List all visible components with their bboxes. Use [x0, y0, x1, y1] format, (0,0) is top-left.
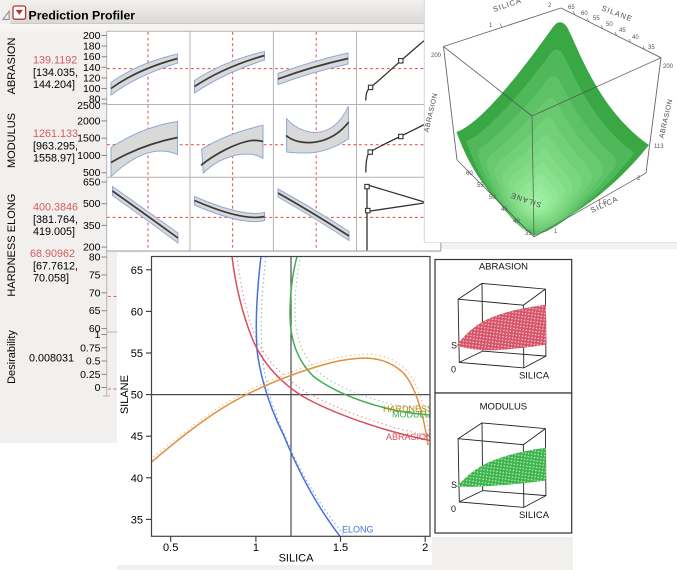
svg-text:MODULUS: MODULUS: [392, 410, 437, 420]
svg-text:0.75: 0.75: [80, 342, 101, 354]
svg-text:50: 50: [606, 22, 613, 28]
svg-text:Desirability: Desirability: [6, 330, 18, 384]
svg-text:0: 0: [451, 504, 456, 514]
svg-text:200: 200: [83, 30, 101, 42]
svg-text:140: 140: [83, 62, 101, 74]
svg-text:68.90962: 68.90962: [30, 248, 75, 260]
svg-text:1.5: 1.5: [598, 200, 607, 206]
svg-text:500: 500: [83, 198, 101, 210]
svg-text:50: 50: [489, 195, 496, 201]
svg-text:1261.133: 1261.133: [33, 128, 78, 140]
svg-text:70: 70: [89, 287, 101, 299]
svg-text:2000: 2000: [77, 115, 101, 127]
svg-text:Prediction Profiler: Prediction Profiler: [29, 8, 136, 22]
svg-text:2500: 2500: [77, 100, 101, 112]
svg-text:80: 80: [89, 94, 101, 106]
svg-text:1: 1: [253, 542, 259, 554]
svg-text:75: 75: [89, 269, 101, 281]
svg-text:80: 80: [89, 252, 101, 264]
svg-text:SILICA: SILICA: [519, 510, 550, 521]
svg-text:HARDNESS: HARDNESS: [6, 235, 18, 296]
svg-text:55: 55: [593, 16, 600, 22]
svg-text:0: 0: [451, 365, 456, 375]
svg-text:MODULUS: MODULUS: [480, 402, 528, 413]
svg-text:40: 40: [131, 473, 143, 485]
svg-text:200: 200: [431, 53, 442, 59]
svg-text:500: 500: [83, 167, 101, 179]
svg-text:1558.97]: 1558.97]: [33, 153, 75, 165]
svg-text:160: 160: [83, 51, 101, 63]
svg-text:ABRASION: ABRASION: [479, 262, 528, 273]
svg-text:419.005]: 419.005]: [33, 226, 75, 238]
svg-text:144.204]: 144.204]: [33, 79, 75, 91]
svg-text:65: 65: [131, 265, 143, 277]
svg-text:ABRASION: ABRASION: [6, 38, 18, 95]
svg-text:55: 55: [477, 183, 484, 189]
svg-text:1000: 1000: [77, 150, 101, 162]
svg-text:113: 113: [654, 144, 664, 150]
svg-text:45: 45: [619, 28, 626, 34]
svg-text:65: 65: [89, 305, 101, 317]
svg-text:1500: 1500: [77, 133, 101, 145]
svg-text:1.5: 1.5: [333, 542, 348, 554]
svg-text:200: 200: [663, 64, 674, 70]
svg-text:60: 60: [131, 306, 143, 318]
svg-text:2: 2: [422, 542, 428, 554]
svg-text:60: 60: [581, 11, 588, 17]
svg-text:65: 65: [568, 5, 575, 11]
svg-text:650: 650: [83, 177, 101, 189]
svg-text:ABRASION: ABRASION: [386, 432, 433, 442]
svg-text:139.1192: 139.1192: [33, 55, 77, 67]
svg-text:[134.035,: [134.035,: [33, 67, 78, 79]
svg-text:45: 45: [131, 431, 143, 443]
svg-text:400.3846: 400.3846: [33, 202, 78, 214]
svg-text:0.008031: 0.008031: [29, 353, 74, 365]
svg-text:HARDNESS: HARDNESS: [383, 404, 433, 414]
svg-text:100: 100: [83, 83, 101, 95]
svg-text:60: 60: [466, 171, 473, 177]
svg-text:35: 35: [131, 514, 143, 526]
svg-text:1: 1: [554, 229, 558, 235]
svg-text:SILICA: SILICA: [279, 553, 315, 565]
svg-text:40: 40: [513, 219, 520, 225]
svg-text:45: 45: [501, 207, 508, 213]
svg-text:60: 60: [89, 323, 101, 335]
svg-text:S: S: [451, 480, 457, 490]
svg-text:35: 35: [648, 45, 655, 51]
svg-text:35: 35: [525, 231, 532, 237]
svg-text:50: 50: [131, 390, 143, 402]
svg-text:MODULUS: MODULUS: [6, 113, 18, 168]
svg-text:40: 40: [632, 35, 639, 41]
svg-text:70.058]: 70.058]: [33, 273, 69, 285]
svg-text:180: 180: [83, 41, 101, 53]
svg-text:0.5: 0.5: [163, 542, 178, 554]
svg-text:[381.764,: [381.764,: [33, 214, 78, 226]
svg-text:350: 350: [83, 220, 101, 232]
svg-text:2: 2: [548, 3, 552, 9]
svg-text:55: 55: [131, 348, 143, 360]
svg-text:ELONG: ELONG: [342, 525, 374, 535]
svg-text:1: 1: [489, 23, 493, 29]
svg-text:1: 1: [95, 329, 101, 341]
svg-text:[67.7612,: [67.7612,: [33, 261, 78, 273]
svg-text:[963.295,: [963.295,: [33, 141, 78, 153]
svg-text:0.25: 0.25: [80, 369, 101, 381]
svg-text:0: 0: [95, 382, 101, 394]
svg-text:2: 2: [637, 176, 641, 182]
svg-text:SILICA: SILICA: [519, 371, 550, 382]
svg-text:120: 120: [83, 72, 101, 84]
svg-text:ELONG: ELONG: [6, 194, 18, 233]
svg-text:200: 200: [83, 242, 101, 254]
svg-text:SILANE: SILANE: [119, 375, 131, 414]
svg-text:S: S: [451, 341, 457, 351]
svg-text:0.5: 0.5: [86, 356, 101, 368]
